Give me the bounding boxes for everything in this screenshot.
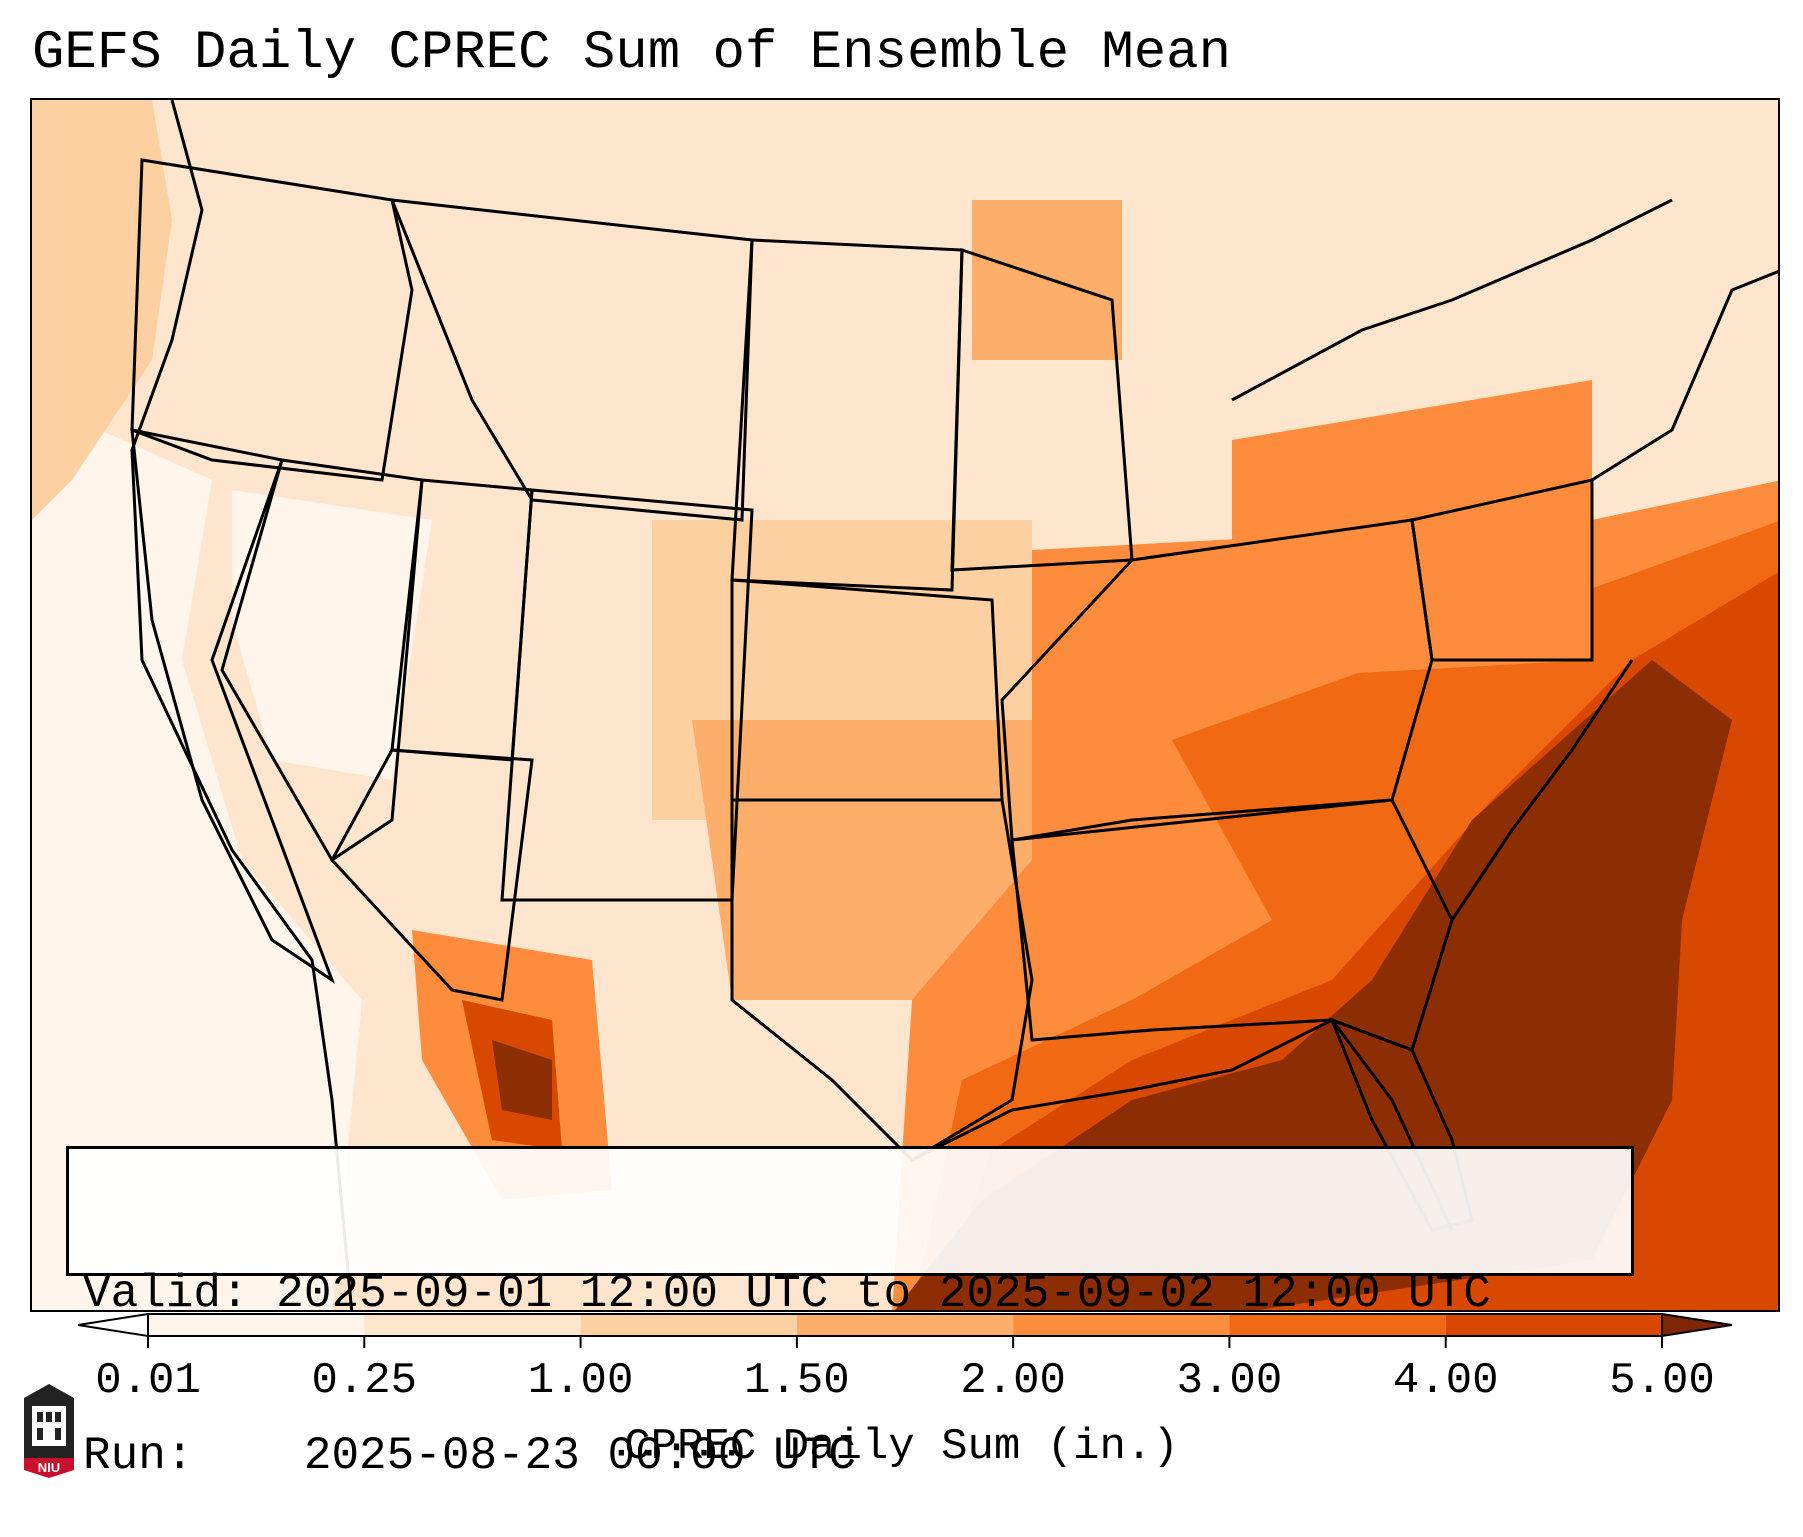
colorbar-ticks <box>147 1336 1663 1348</box>
colorbar-tick-label: 1.00 <box>527 1356 634 1406</box>
colorbar-tick-label: 0.01 <box>95 1356 201 1406</box>
colorbar-segment <box>364 1314 581 1336</box>
colorbar-segment <box>796 1314 1014 1336</box>
state-boundaries <box>130 158 1778 1232</box>
colorbar-segment <box>1229 1314 1446 1336</box>
colorbar-segment <box>1013 1314 1230 1336</box>
run-label: Run: <box>83 1430 194 1482</box>
page-title: GEFS Daily CPREC Sum of Ensemble Mean <box>32 23 1231 84</box>
southern-plains-region <box>692 720 1032 1000</box>
valid-value: 2025-09-01 12:00 UTC to 2025-09-02 12:00… <box>276 1268 1491 1320</box>
colorbar-label: CPREC Daily Sum (in.) <box>624 1422 1179 1472</box>
logo-text: NIU <box>38 1460 60 1475</box>
colorbar-segment <box>580 1314 797 1336</box>
colorbar-tick-label: 5.00 <box>1609 1356 1715 1406</box>
colorbar-tick-label: 3.00 <box>1176 1356 1283 1406</box>
colorbar-under-arrow <box>77 1312 149 1338</box>
map-canvas <box>32 100 1778 1310</box>
great-basin-region <box>232 490 432 780</box>
pacific-nw-band <box>32 100 172 520</box>
coastlines <box>130 100 1634 1310</box>
precip-map <box>30 98 1780 1312</box>
valid-line: Valid: 2025-09-01 12:00 UTC to 2025-09-0… <box>83 1267 1617 1321</box>
colorbar-tick-label: 0.25 <box>311 1356 418 1406</box>
colorbar-segments <box>77 1312 1733 1338</box>
ontario-wet-region <box>972 200 1122 360</box>
colorbar-outline <box>147 1313 1663 1337</box>
colorbar <box>77 1312 1733 1348</box>
pacific-dry-region <box>32 400 362 1310</box>
colorbar-tick-label: 2.00 <box>960 1356 1066 1406</box>
nw-mexico-max-region <box>492 1040 552 1120</box>
colorbar-tick-label: 1.50 <box>744 1356 850 1406</box>
niu-logo-icon: NIU <box>24 1384 74 1478</box>
valid-run-info-box: Valid: 2025-09-01 12:00 UTC to 2025-09-0… <box>66 1146 1634 1482</box>
valid-label: Valid: <box>83 1268 249 1320</box>
colorbar-over-arrow <box>1661 1312 1733 1338</box>
colorbar-segment <box>1445 1314 1662 1336</box>
colorbar-tick-label: 4.00 <box>1392 1356 1499 1406</box>
colorbar-segment <box>148 1314 365 1336</box>
logo-banner <box>24 1458 74 1478</box>
run-line: Run: 2025-08-23 00:00 UTC <box>83 1429 1617 1483</box>
run-value: 2025-08-23 00:00 UTC <box>303 1430 856 1482</box>
